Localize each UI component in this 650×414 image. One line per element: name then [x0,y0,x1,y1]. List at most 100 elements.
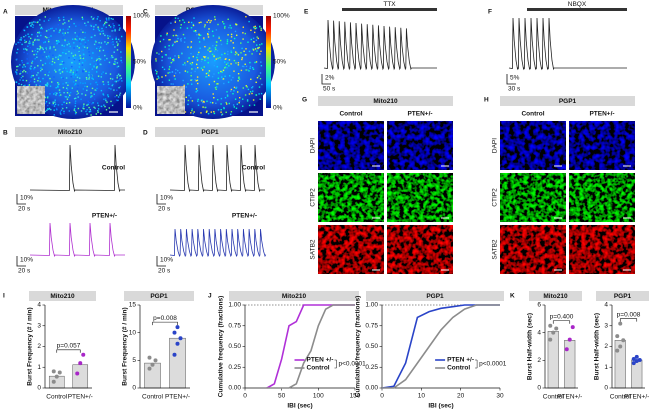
heatmap-pixel [57,41,59,43]
heatmap-pixel [82,57,85,60]
heatmap-pixel [65,107,68,109]
heatmap-pixel [97,26,99,28]
colorbar-label: 100% [133,13,150,20]
heatmap-pixel [230,50,232,52]
y-tick-label: 0.25 [228,364,241,371]
heatmap-pixel [62,107,64,110]
heatmap-pixel [63,34,65,36]
heatmap-pixel [111,104,114,107]
heatmap-pixel [177,17,179,20]
heatmap-pixel [238,77,240,79]
heatmap-pixel [186,27,189,29]
heatmap-pixel [51,104,53,106]
data-point [172,352,177,357]
heatmap-pixel [91,32,93,34]
heatmap-pixel [222,78,225,80]
heatmap-pixel [102,32,105,35]
heatmap-pixel [108,107,110,109]
legend-label: PTEN +/- [307,357,334,364]
heatmap-pixel [117,80,119,82]
heatmap-pixel [34,38,36,41]
heatmap-pixel [113,63,115,65]
heatmap-pixel [174,20,177,22]
heatmap-pixel [63,98,66,100]
heatmap-pixel [69,24,71,26]
heatmap-pixel [65,52,67,55]
heatmap-pixel [164,54,167,56]
heatmap-pixel [78,66,80,68]
heatmap-pixel [80,29,82,32]
heatmap-pixel [63,52,66,54]
control-trace [29,144,125,193]
heatmap-pixel [228,59,231,61]
heatmap-pixel [233,70,235,72]
heatmap-pixel [237,73,240,75]
heatmap-pixel [230,40,232,42]
heatmap-pixel [93,93,95,95]
heatmap-pixel [51,27,53,30]
x-tick-label: PTEN+/- [557,394,582,401]
heatmap-pixel [69,45,71,48]
heatmap-pixel [179,20,181,22]
heatmap-pixel [95,24,97,26]
heatmap-pixel [98,44,100,47]
heatmap-pixel [198,33,200,35]
heatmap-pixel [107,83,110,86]
heatmap-pixel [30,70,33,73]
heatmap-pixel [74,54,77,56]
heatmap-pixel [190,112,192,114]
heatmap-pixel [89,83,92,85]
heatmap-pixel [156,52,158,54]
heatmap-pixel [61,103,63,106]
heatmap-pixel [71,87,73,90]
heatmap-pixel [168,48,170,50]
heatmap-pixel [117,96,120,98]
heatmap-pixel [233,86,236,89]
heatmap-pixel [169,71,171,74]
heatmap-pixel [158,53,160,55]
bar [144,362,161,389]
heatmap-pixel [172,83,174,85]
p-value: p=0.008 [617,311,641,318]
heatmap-pixel [229,75,231,77]
heatmap-pixel [195,68,197,70]
heatmap-pixel [252,49,255,51]
heatmap-pixel [48,35,50,38]
heatmap-pixel [191,79,193,81]
heatmap-pixel [48,102,51,104]
heatmap-pixel [209,50,211,53]
heatmap-pixel [46,36,48,39]
heatmap-pixel [174,55,176,57]
y-tick-label: 0.00 [365,385,378,392]
heatmap-pixel [237,54,240,56]
panel-letter: D [143,130,148,137]
heatmap-pixel [84,36,86,39]
heatmap-pixel [214,86,217,89]
data-point [634,359,639,364]
heatmap-pixel [220,43,223,46]
heatmap-pixel [50,28,52,30]
heatmap-pixel [66,70,68,73]
heatmap-pixel [61,44,63,47]
heatmap-pixel [227,18,229,20]
heatmap-pixel [83,68,85,71]
heatmap-pixel [182,19,184,21]
heatmap-pixel [251,87,253,89]
heatmap-pixel [194,78,196,81]
heatmap-pixel [97,102,99,104]
heatmap-pixel [52,58,54,60]
heatmap-pixel [74,105,76,107]
heatmap-pixel [121,61,123,64]
heatmap-pixel [88,106,90,109]
heatmap-pixel [238,100,241,102]
heatmap-pixel [83,53,85,56]
heatmap-pixel [98,42,100,44]
heatmap-pixel [76,45,79,47]
heatmap-pixel [49,85,52,87]
heatmap-pixel [84,41,86,44]
heatmap-pixel [61,59,63,62]
heatmap-pixel [30,25,32,27]
heatmap-pixel [24,39,26,41]
data-point [618,344,623,349]
heatmap-pixel [208,83,210,86]
